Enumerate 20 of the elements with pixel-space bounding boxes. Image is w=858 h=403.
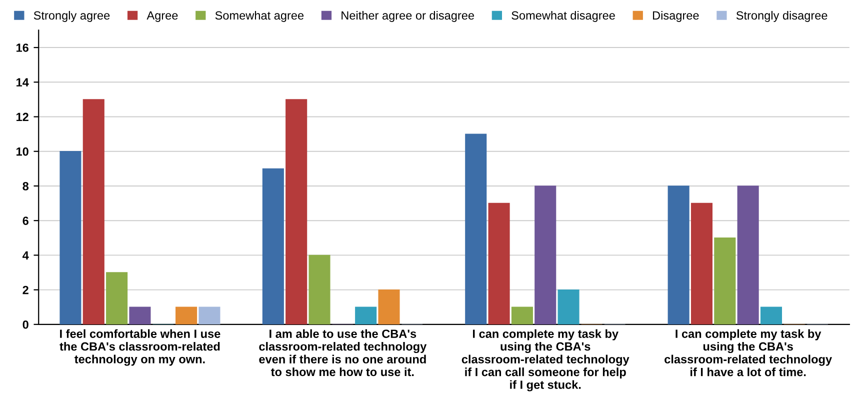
y-tick-label: 14 — [16, 78, 29, 86]
y-tick-label: 0 — [22, 320, 28, 329]
y-tick-label: 6 — [22, 216, 28, 225]
y-tick-label: 10 — [16, 147, 28, 156]
x-tick-label: I am able to use the CBA's classroom-related technology even if there is no one around to show me how to use it. — [259, 329, 427, 376]
legend-label: Neither agree or disagree — [342, 10, 474, 22]
legend-label: Disagree — [653, 10, 699, 22]
y-tick-label: 12 — [16, 112, 28, 122]
y-tick-label: 16 — [16, 44, 28, 52]
y-tick-label: 8 — [22, 182, 29, 190]
x-tick-label: I can complete my task by using the CBA's classroom-related technology if I can call someone for help if I get stuck. — [462, 329, 630, 392]
legend-label: Strongly agree — [34, 10, 110, 22]
legend-label: Somewhat agree — [215, 10, 304, 22]
x-tick-label: I feel comfortable when I use the CBA's classroom-related technology on my own. — [60, 329, 220, 366]
y-tick-label: 2 — [22, 286, 28, 294]
legend-label: Strongly disagree — [736, 10, 828, 22]
y-tick-label: 4 — [22, 251, 29, 260]
legend-label: Somewhat disagree — [512, 10, 615, 22]
x-tick-label: I can complete my task by using the CBA's classroom-related technology if I have a lot of time. — [664, 329, 832, 376]
legend-label: Agree — [146, 11, 178, 22]
